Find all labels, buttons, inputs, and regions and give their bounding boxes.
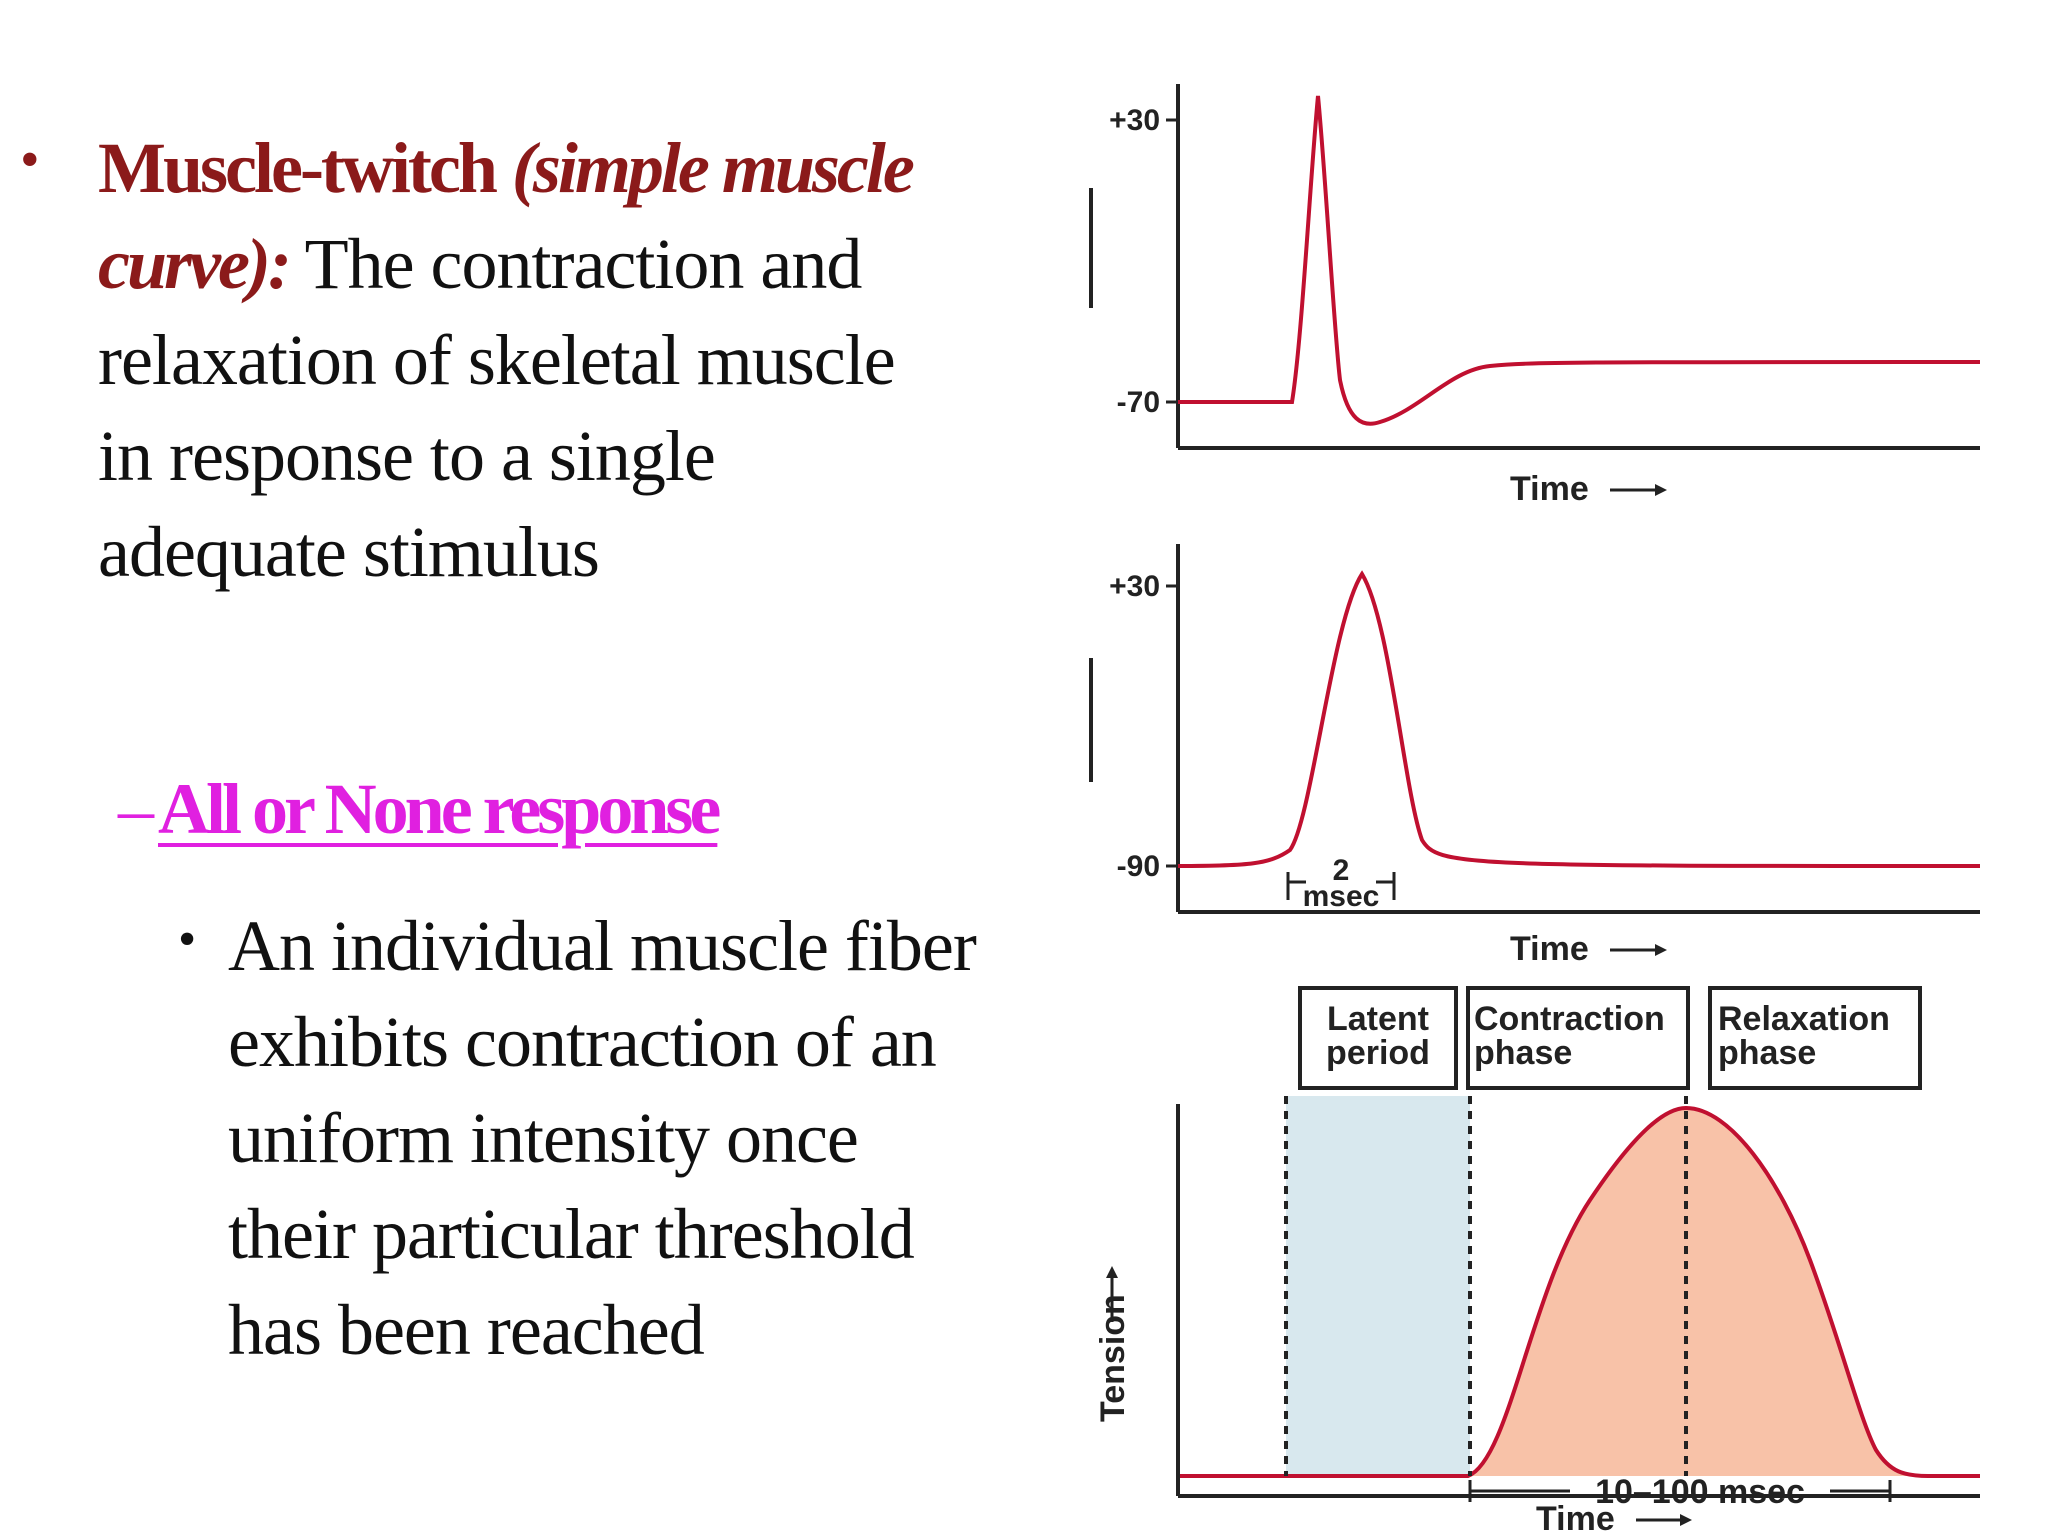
panel2-xlabel: Time [1510,930,1589,968]
latent-period-line2: period [1326,1034,1430,1072]
sub-heading-link[interactable]: All or None response [158,769,721,849]
twitch-area [1468,1108,1928,1476]
contraction-phase-box [1466,986,1690,1090]
sub-bullet-text: An individual muscle fiber exhibits cont… [228,906,977,1370]
panel3-xlabel: Time [1536,1500,1615,1536]
panel1-xlabel: Time [1510,470,1589,508]
panel2-trace [1177,570,1981,868]
tension-arrowhead-icon [1106,1266,1118,1278]
panel1-ytick-bottom: -70 [1117,386,1160,419]
twitch-figure: +30 -70 Time +30 -90 2 msec Time [1089,84,1981,1536]
sub-dash: – [118,769,154,849]
twitch-duration-label: 10–100 msec [1595,1473,1805,1511]
twitch-curve [1178,1105,1980,1478]
panel1-arrowhead-icon [1655,484,1667,496]
sub-bullet-marker: • [178,911,197,968]
latent-period-box [1298,986,1458,1090]
panel2-ytick-top: +30 [1109,570,1160,603]
panel1-ytick-top: +30 [1109,104,1160,137]
panel-muscle-twitch: Latent period Contraction phase Relaxati… [1094,986,1980,1536]
panel-muscle-action-potential: +30 -70 Time [1089,84,1981,508]
term-heading: Muscle-twitch [98,128,498,208]
relaxation-phase-line1: Relaxation [1718,1000,1890,1038]
panel2-duration-value: 2 [1333,854,1350,887]
contraction-phase-line1: Contraction [1474,1000,1665,1038]
latent-period-line1: Latent [1327,1000,1429,1038]
contraction-phase-line2: phase [1474,1034,1572,1072]
panel2-ytick-bottom: -90 [1117,850,1160,883]
relaxation-phase-box [1708,986,1922,1090]
panel1-trace [1178,95,1981,426]
latent-period-shading [1286,1096,1470,1476]
relaxation-phase-line2: phase [1718,1034,1816,1072]
definition-text: The contraction and relaxation of skelet… [98,224,896,592]
term-subtitle: (simple muscle curve): [98,128,915,304]
definition-paragraph: Muscle-twitch (simple muscle curve): The… [98,120,948,600]
bullet-marker: • [20,129,40,191]
panel-nerve-action-potential: +30 -90 2 msec Time [1089,544,1981,968]
panel3-arrowhead-icon [1680,1514,1692,1526]
text-column: • Muscle-twitch (simple muscle curve): T… [0,0,1000,1536]
panel2-duration-unit: msec [1303,880,1380,913]
panel2-arrowhead-icon [1655,944,1667,956]
